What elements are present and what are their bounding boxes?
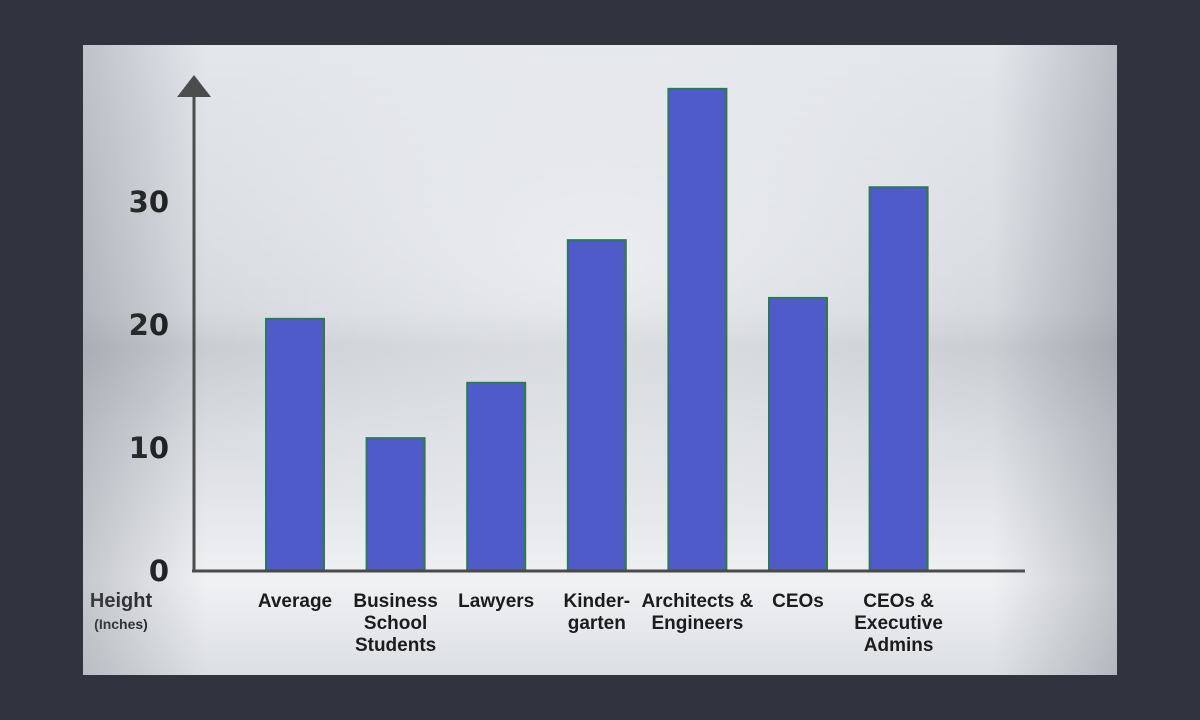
bar-chart: 0 10 20 30 Average Business School Students Law… <box>90 75 1025 656</box>
y-ticks-group: 0 10 20 30 <box>129 185 169 588</box>
y-tick-label-1: 10 <box>129 431 169 465</box>
bar-0 <box>265 317 325 572</box>
category-label-3: Kinder-garten <box>564 591 631 634</box>
category-label-1: Business School Students <box>353 591 437 656</box>
category-label-0: Average <box>258 591 332 612</box>
y-axis-unit: (Inches) <box>94 616 148 632</box>
bar-4 <box>667 87 728 573</box>
category-label-2: Lawyers <box>458 591 534 612</box>
chart-frame: 0 10 20 30 Average Business School Students Law… <box>83 45 1117 675</box>
y-tick-label-2: 20 <box>129 308 169 342</box>
axes-group <box>177 75 1025 573</box>
category-label-5: CEOs <box>772 591 824 612</box>
bar-2 <box>466 381 527 572</box>
y-tick-label-0: 0 <box>149 554 169 588</box>
category-label-4: Architects & Engineers <box>641 591 753 634</box>
bars-group <box>265 87 929 573</box>
bar-1 <box>365 437 426 572</box>
category-labels-group: Average Business School Students Lawyers Kind… <box>258 591 943 656</box>
y-axis-label: Height <box>90 590 153 612</box>
bar-3 <box>566 239 627 572</box>
y-axis-arrow <box>177 75 211 97</box>
bar-6 <box>868 186 929 573</box>
y-tick-label-3: 30 <box>129 185 169 219</box>
bar-5 <box>768 296 828 572</box>
category-label-6: CEOs & Executive Admins <box>854 591 943 656</box>
